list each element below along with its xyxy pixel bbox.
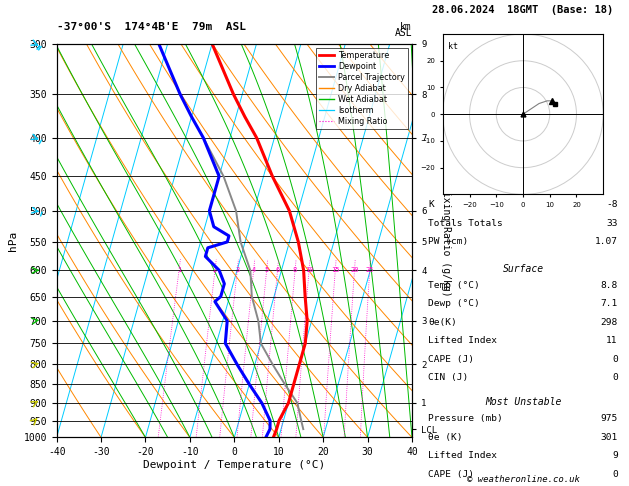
Text: kt: kt — [448, 42, 458, 51]
Text: 0: 0 — [612, 373, 618, 382]
Text: 5: 5 — [265, 267, 269, 274]
Text: Temp (°C): Temp (°C) — [428, 280, 480, 290]
Text: 1: 1 — [177, 267, 181, 274]
Text: 6: 6 — [276, 267, 280, 274]
Text: km: km — [400, 21, 412, 32]
Text: 4: 4 — [252, 267, 256, 274]
Text: 8.8: 8.8 — [600, 280, 618, 290]
Text: Totals Totals: Totals Totals — [428, 219, 503, 228]
Text: CAPE (J): CAPE (J) — [428, 354, 474, 364]
Text: 975: 975 — [600, 415, 618, 423]
Text: © weatheronline.co.uk: © weatheronline.co.uk — [467, 474, 579, 484]
Text: -8: -8 — [606, 200, 618, 209]
Text: θe (K): θe (K) — [428, 433, 463, 442]
X-axis label: Dewpoint / Temperature (°C): Dewpoint / Temperature (°C) — [143, 460, 325, 470]
Text: 2: 2 — [213, 267, 217, 274]
Text: 8: 8 — [293, 267, 298, 274]
Text: Surface: Surface — [503, 263, 543, 274]
Text: K: K — [428, 200, 434, 209]
Text: 9: 9 — [612, 451, 618, 460]
Text: 7.1: 7.1 — [600, 299, 618, 308]
Text: CIN (J): CIN (J) — [428, 373, 469, 382]
Text: 0: 0 — [612, 354, 618, 364]
Text: CAPE (J): CAPE (J) — [428, 470, 474, 479]
Text: 1.07: 1.07 — [594, 237, 618, 246]
Text: Pressure (mb): Pressure (mb) — [428, 415, 503, 423]
Y-axis label: hPa: hPa — [8, 230, 18, 251]
Text: θe(K): θe(K) — [428, 317, 457, 327]
Y-axis label: Mixing Ratio (g/kg): Mixing Ratio (g/kg) — [441, 185, 451, 296]
Text: 15: 15 — [331, 267, 340, 274]
Legend: Temperature, Dewpoint, Parcel Trajectory, Dry Adiabat, Wet Adiabat, Isotherm, Mi: Temperature, Dewpoint, Parcel Trajectory… — [316, 48, 408, 129]
Text: 20: 20 — [350, 267, 359, 274]
Text: -37°00'S  174°4B'E  79m  ASL: -37°00'S 174°4B'E 79m ASL — [57, 21, 245, 32]
Text: 28.06.2024  18GMT  (Base: 18): 28.06.2024 18GMT (Base: 18) — [432, 5, 614, 15]
Text: 3: 3 — [235, 267, 240, 274]
Text: Dewp (°C): Dewp (°C) — [428, 299, 480, 308]
Text: Lifted Index: Lifted Index — [428, 336, 498, 345]
Text: ASL: ASL — [394, 28, 412, 38]
Text: Most Unstable: Most Unstable — [485, 398, 561, 407]
Text: 25: 25 — [365, 267, 374, 274]
Text: 11: 11 — [606, 336, 618, 345]
Text: 0: 0 — [612, 470, 618, 479]
Text: Lifted Index: Lifted Index — [428, 451, 498, 460]
Text: 301: 301 — [600, 433, 618, 442]
Text: 298: 298 — [600, 317, 618, 327]
Text: 33: 33 — [606, 219, 618, 228]
Text: PW (cm): PW (cm) — [428, 237, 469, 246]
Text: 10: 10 — [305, 267, 313, 274]
